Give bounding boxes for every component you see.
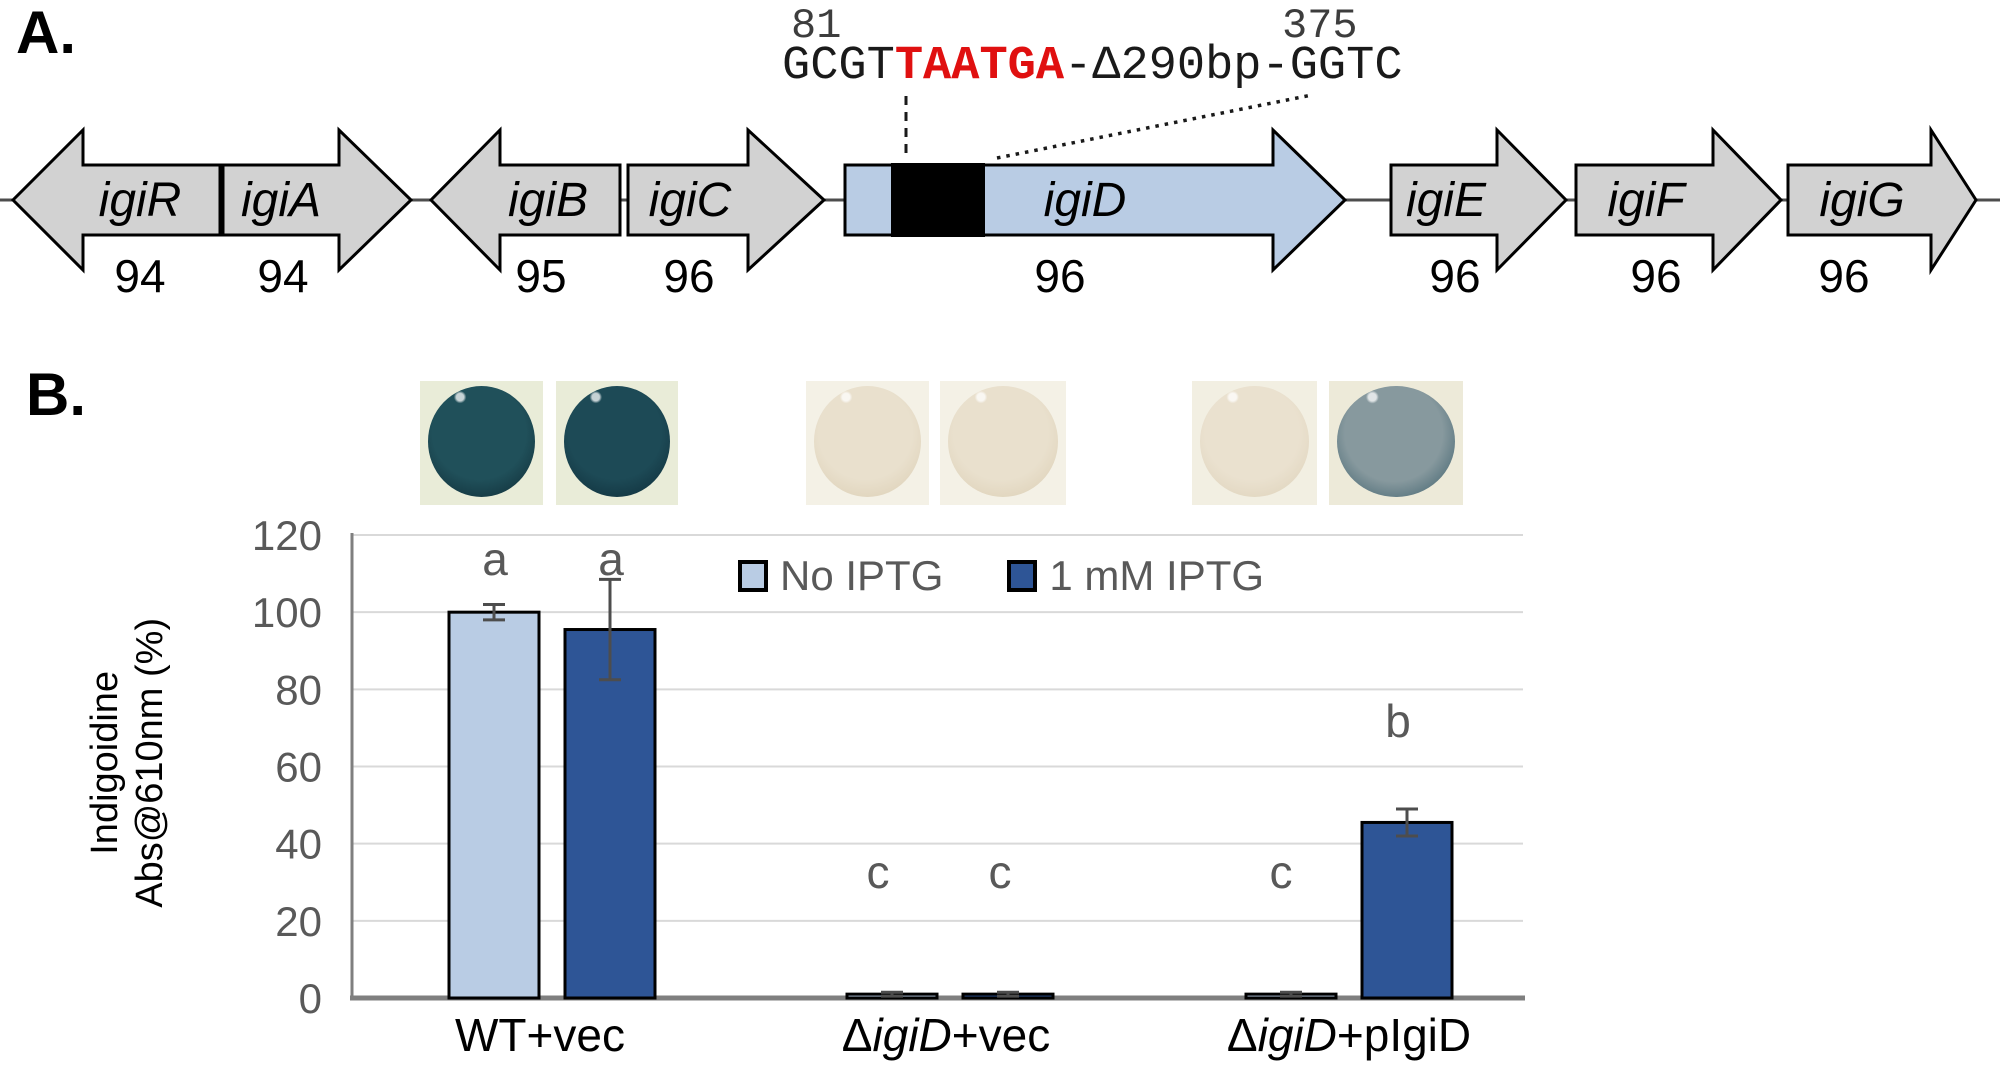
gene-name-igiR: igiR (99, 174, 182, 227)
stop-codon-highlight: TAATGA (894, 40, 1065, 93)
sequence-suffix: -Δ290bp-GGTC (1064, 40, 1403, 93)
gene-identity-igiA: 94 (257, 250, 308, 302)
x-category-label-2: ΔigiD+vec (842, 1008, 1050, 1062)
gene-name-igiG: igiG (1819, 174, 1904, 227)
y-tick-40: 40 (275, 821, 322, 868)
sig-letter-6: b (1385, 695, 1411, 747)
gene-arrow-igiR (10, 126, 222, 274)
y-tick-60: 60 (275, 744, 322, 791)
y-axis-title-line1: Indigoidine (84, 670, 127, 855)
y-tick-20: 20 (275, 898, 322, 945)
gene-arrow-igiG (1786, 124, 1978, 276)
gene-name-igiE: igiE (1406, 174, 1487, 227)
gene-identity-igiB: 95 (515, 250, 566, 302)
y-axis-title-line2: Abs@610nm (%) (129, 617, 171, 908)
culture-well-photo-5 (1192, 381, 1317, 505)
bar-1-mm-iptg-cat2 (1360, 820, 1454, 1000)
gene-name-igiF: igiF (1607, 174, 1687, 227)
y-tick-120: 120 (252, 512, 322, 559)
panel-a-label: A. (16, 0, 76, 66)
culture-well (428, 386, 535, 497)
chart-legend: No IPTG 1 mM IPTG (738, 552, 1264, 600)
sequence-end-position: 375 (1282, 2, 1358, 50)
label-segment: Δ (841, 1009, 873, 1061)
gene-arrow-igiF (1574, 126, 1784, 274)
culture-well-photo-6 (1329, 381, 1463, 505)
gene-arrow-igiB (428, 126, 622, 274)
bar-no-iptg-cat0 (447, 610, 541, 1000)
gene-arrow-igiC (626, 126, 827, 274)
sequence-start-position: 81 (791, 2, 842, 50)
gene-identity-igiF: 96 (1630, 250, 1681, 302)
deletion-region-box (891, 163, 985, 237)
label-segment: +pIgiD (1336, 1009, 1472, 1061)
y-tick-80: 80 (275, 666, 322, 713)
sig-letter-4: c (989, 846, 1012, 898)
sequence-prefix: GCGT (782, 40, 895, 93)
gene-identity-igiC: 96 (663, 250, 714, 302)
y-tick-0: 0 (299, 975, 322, 1022)
legend-item-1mm-iptg: 1 mM IPTG (1007, 552, 1264, 600)
gene-arrow-igiE (1389, 126, 1569, 274)
culture-well-photo-4 (940, 381, 1066, 505)
label-segment: WT+vec (455, 1009, 625, 1061)
legend-item-no-iptg: No IPTG (738, 552, 943, 600)
culture-well-photo-2 (556, 381, 678, 505)
gene-identity-igiG: 96 (1818, 250, 1869, 302)
legend-swatch-no-iptg (738, 560, 768, 592)
culture-well (814, 386, 921, 497)
culture-well (1337, 386, 1455, 497)
deletion-leader-line-right (996, 93, 1313, 160)
label-segment: Δ (1226, 1009, 1258, 1061)
deletion-sequence: GCGTTAATGA-Δ290bp-GGTC (782, 40, 1403, 93)
culture-well-photo-3 (806, 381, 929, 505)
label-segment: +vec (951, 1009, 1051, 1061)
sig-letter-2: a (598, 533, 624, 585)
bar-chart-plot: 0 20 40 60 80 100 120 a a c c c b (252, 512, 1525, 1022)
y-axis-title: Indigoidine Abs@610nm (%) (83, 443, 173, 1071)
gene-identity-igiD: 96 (1034, 250, 1085, 302)
sig-letter-3: c (867, 846, 890, 898)
gene-name-segment: igiD (1257, 1009, 1337, 1061)
panel-b-label: B. (26, 361, 86, 428)
x-category-label-3: ΔigiD+pIgiD (1227, 1008, 1471, 1062)
gene-name-igiD: igiD (1044, 174, 1127, 227)
culture-well (564, 386, 670, 497)
gene-arrow-igiA (221, 126, 414, 274)
culture-well-photo-1 (420, 381, 543, 505)
y-tick-100: 100 (252, 589, 322, 636)
gene-name-igiC: igiC (649, 174, 732, 227)
gene-identity-igiR: 94 (114, 250, 165, 302)
sig-letter-5: c (1270, 846, 1293, 898)
gene-cluster-diagram: igiR 94 igiA 94 igiB 95 igiC 96 igiD 96 igiE 96 igiF… (0, 93, 2000, 302)
legend-swatch-1mm-iptg (1007, 560, 1038, 592)
gene-name-igiA: igiA (241, 174, 321, 227)
culture-well (948, 386, 1058, 497)
sig-letter-1: a (482, 533, 508, 585)
x-category-label-1: WT+vec (455, 1008, 625, 1062)
legend-label-no-iptg: No IPTG (780, 552, 944, 599)
bar-1-mm-iptg-cat0 (563, 628, 657, 1000)
gene-name-igiB: igiB (508, 174, 588, 227)
legend-label-1mm-iptg: 1 mM IPTG (1049, 552, 1265, 599)
culture-well (1200, 386, 1309, 497)
gene-identity-igiE: 96 (1429, 250, 1480, 302)
gene-name-segment: igiD (872, 1009, 952, 1061)
